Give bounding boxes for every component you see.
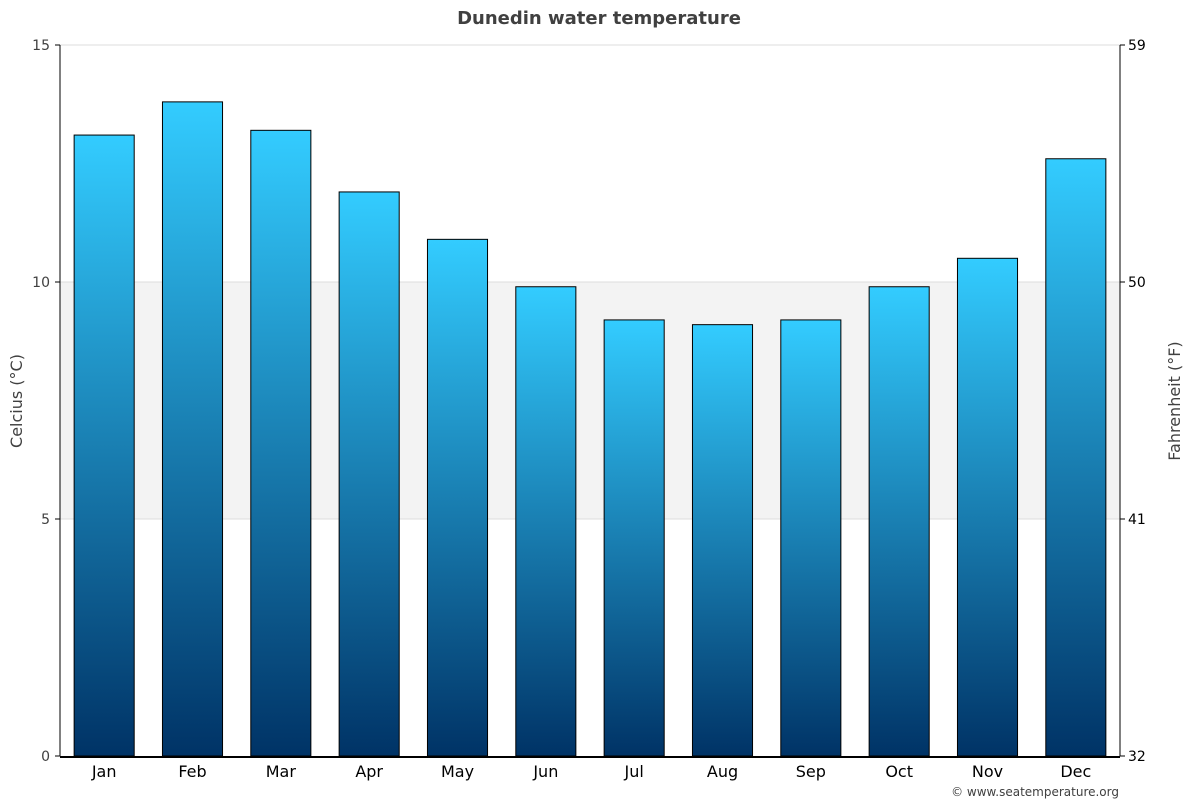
left-tick-label: 5	[41, 512, 50, 528]
category-label: Jul	[624, 762, 644, 781]
left-tick-label: 0	[41, 749, 50, 765]
bar-feb	[161, 101, 224, 757]
bar-oct	[868, 286, 930, 757]
category-label: Dec	[1060, 762, 1091, 781]
bar-mar	[250, 129, 312, 757]
left-tick-label: 15	[32, 38, 50, 54]
bar-jan	[73, 134, 135, 757]
bar-jun	[515, 286, 577, 757]
category-label: Feb	[178, 762, 206, 781]
left-tick-label: 10	[32, 275, 50, 291]
bar-jul	[603, 319, 665, 757]
right-tick-label: 32	[1128, 749, 1146, 765]
category-label: Mar	[266, 762, 297, 781]
bar-aug	[691, 324, 754, 757]
bar-dec	[1045, 158, 1107, 757]
left-axis-label: Celcius (°C)	[7, 354, 26, 448]
category-label: Apr	[355, 762, 383, 781]
category-label: May	[441, 762, 474, 781]
bar-may	[426, 238, 489, 757]
category-label: Aug	[707, 762, 738, 781]
right-axis-label: Fahrenheit (°F)	[1165, 341, 1184, 460]
right-tick-label: 50	[1128, 275, 1146, 291]
bar-sep	[780, 319, 842, 757]
chart-title: Dunedin water temperature	[457, 8, 741, 29]
highlight-band	[60, 282, 1120, 519]
right-tick-label: 41	[1128, 512, 1146, 528]
category-label: Oct	[885, 762, 913, 781]
category-label: Jun	[532, 762, 558, 781]
right-tick-label: 59	[1128, 38, 1146, 54]
credit-text: © www.seatemperature.org	[951, 785, 1119, 799]
bar-apr	[338, 191, 400, 757]
bar-nov	[956, 257, 1019, 757]
category-label: Jan	[91, 762, 117, 781]
category-label: Sep	[796, 762, 826, 781]
category-label: Nov	[972, 762, 1003, 781]
